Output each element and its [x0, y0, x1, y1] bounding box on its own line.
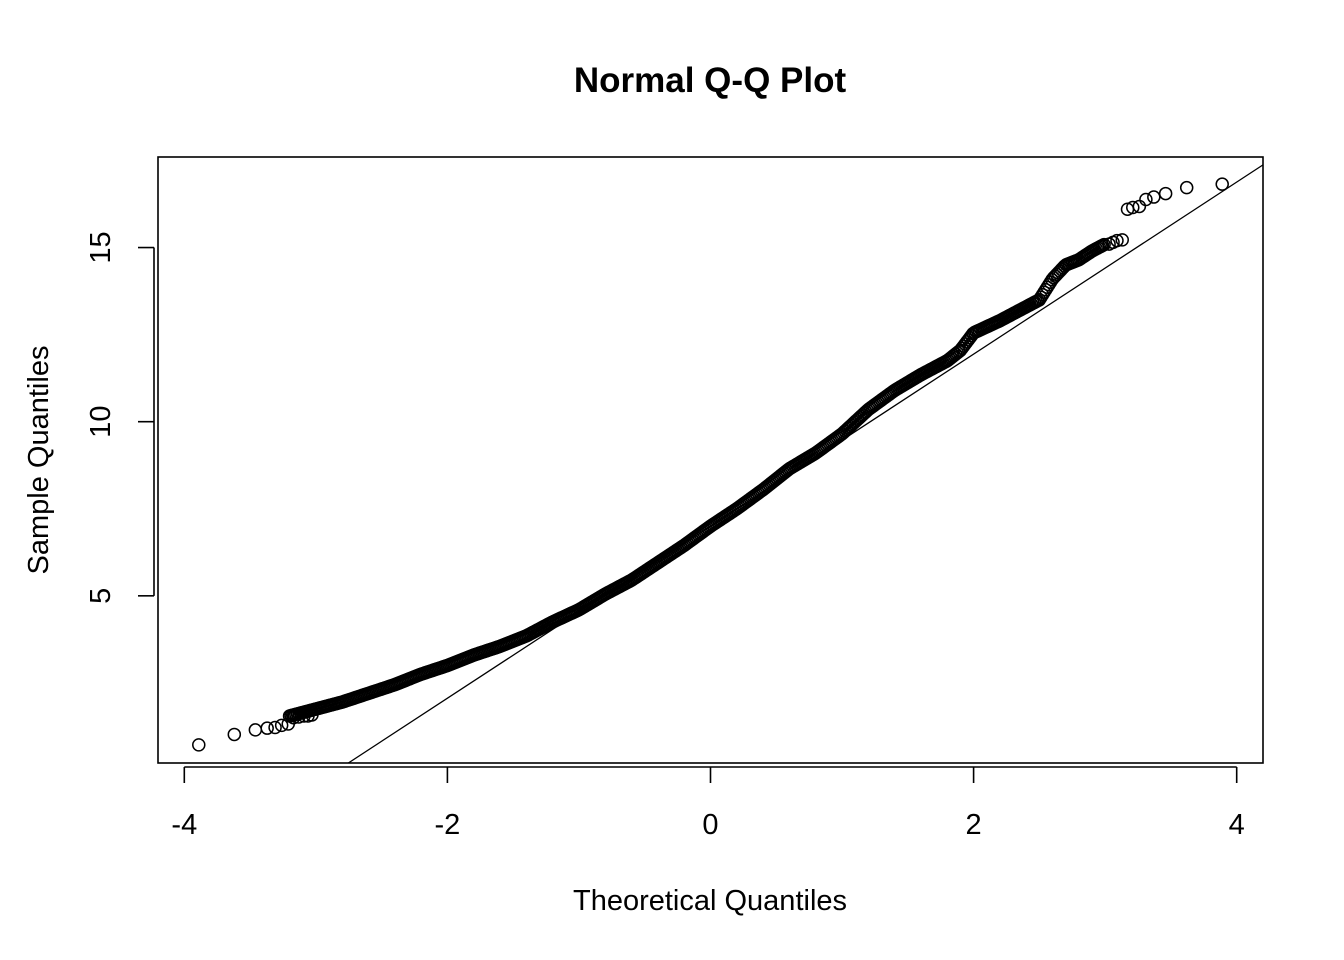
data-point [1126, 200, 1140, 215]
data-point [1158, 186, 1173, 201]
data-points [192, 177, 1229, 752]
data-point [1115, 233, 1129, 247]
y-tick-label: 5 [85, 588, 117, 604]
chart-title: Normal Q-Q Plot [574, 61, 847, 100]
data-point [1110, 233, 1124, 248]
reference-line-layer [347, 164, 1264, 764]
x-tick-label: -2 [435, 809, 461, 841]
data-point [274, 718, 289, 733]
y-tick-label: 15 [85, 231, 117, 263]
data-point [1215, 177, 1229, 191]
data-point [297, 709, 311, 723]
data-point [268, 720, 282, 735]
x-tick-label: 0 [702, 809, 718, 841]
data-point [227, 727, 242, 742]
y-axis-label: Sample Quantiles [23, 346, 55, 575]
x-tick-label: 2 [966, 809, 982, 841]
x-tick-label: -4 [171, 809, 197, 841]
data-point [260, 721, 274, 735]
data-point [1097, 237, 1111, 252]
data-point [286, 710, 301, 725]
y-axis: 5 10 15 [85, 231, 155, 604]
data-point [1139, 192, 1153, 207]
data-point [292, 710, 306, 724]
reference-line [347, 164, 1264, 764]
data-point [1147, 190, 1161, 204]
x-axis: -4 -2 0 2 4 [171, 766, 1245, 841]
plot-frame [157, 156, 1264, 764]
data-point [305, 708, 319, 722]
data-point [192, 738, 206, 752]
data-point [248, 723, 263, 737]
data-point [1179, 180, 1194, 195]
x-axis-label: Theoretical Quantiles [573, 885, 847, 917]
y-tick-label: 10 [85, 406, 117, 438]
x-tick-label: 4 [1229, 809, 1245, 841]
